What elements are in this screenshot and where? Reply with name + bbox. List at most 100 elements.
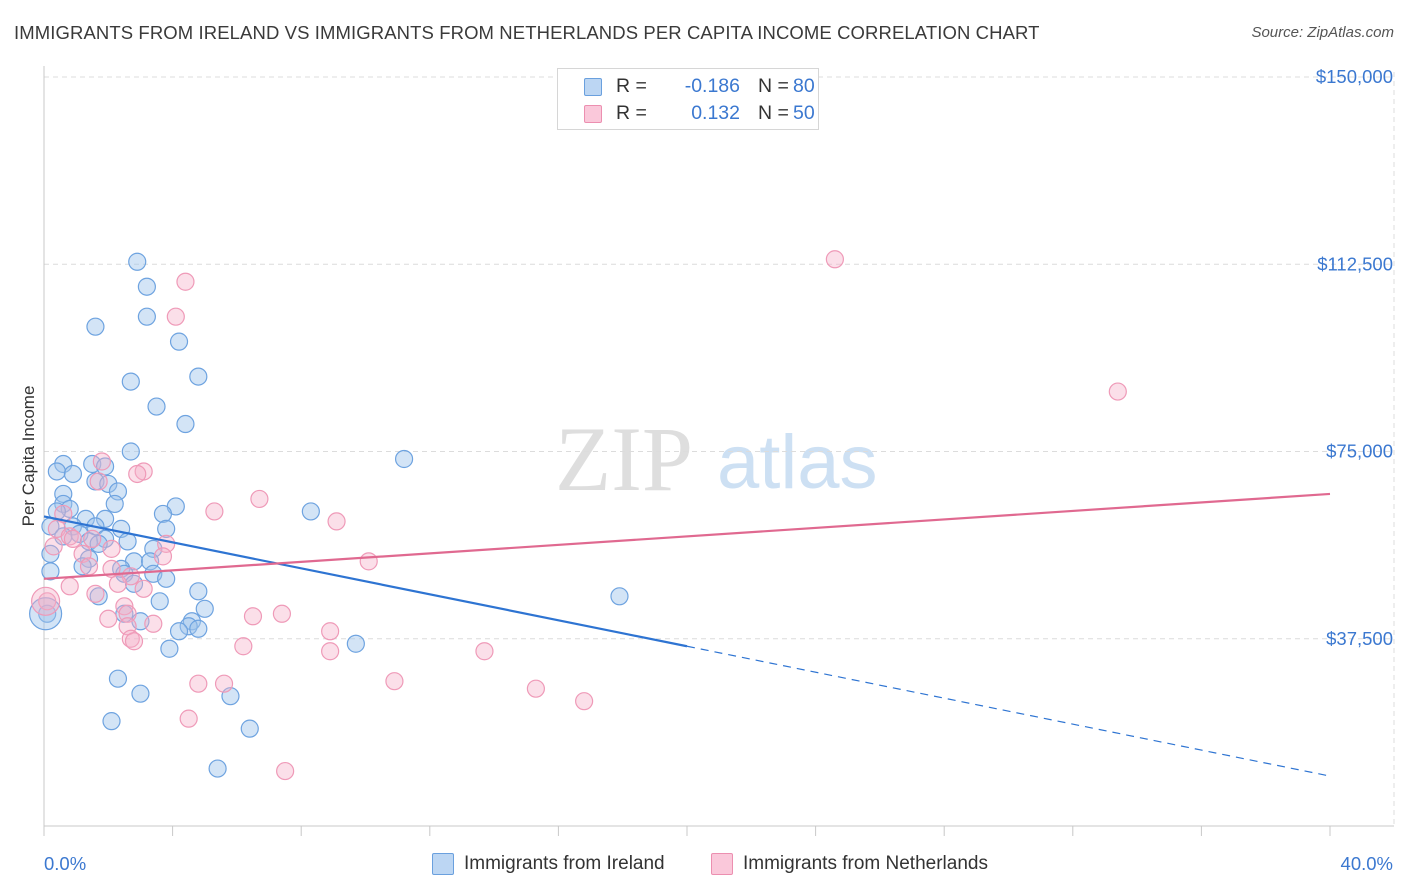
netherlands-point [234,637,253,656]
legend-n-label: N = [758,102,789,124]
ireland-point [160,639,179,658]
netherlands-point [79,557,99,576]
netherlands-point [60,577,79,596]
ireland-point [73,557,92,576]
y-tick-label: $37,500 [1326,628,1393,649]
ireland-point [95,509,115,529]
ireland-point [346,634,365,653]
ireland-point [131,684,150,703]
netherlands-point [92,452,111,471]
grid-lines [44,72,1395,826]
ireland-point [301,502,320,521]
netherlands-point [327,512,346,531]
netherlands-point [60,527,79,546]
legend-swatch-ireland [432,853,454,875]
tick-labels: $37,500 $75,000 $112,500 $150,000 0.0% 40.0% [44,66,1393,874]
ireland-point [54,454,73,474]
ireland-point [41,562,60,581]
netherlands-point [108,574,128,593]
ireland-point [189,367,208,386]
netherlands-point [526,679,545,698]
netherlands-trend-line [43,492,1331,580]
netherlands-point [359,552,378,571]
ireland-point [169,332,189,351]
netherlands-point [250,489,269,509]
ireland-point [137,307,156,326]
legend-label-netherlands: Immigrants from Netherlands [743,853,988,874]
ireland-point [121,442,140,461]
ireland-point [54,484,73,504]
ireland-point [108,669,128,688]
ireland-point [169,622,189,641]
netherlands-point [153,547,173,566]
netherlands-point [44,537,63,556]
netherlands-point [321,622,340,641]
y-tick-label: $75,000 [1326,441,1393,462]
correlation-legend: R = -0.186 N = 80 R = 0.132 N = 50 [557,68,819,130]
netherlands-point [31,586,61,616]
ireland-point [182,612,201,631]
ireland-points [29,252,629,778]
netherlands-point [385,672,404,691]
ireland-trend-extension [686,645,1331,777]
ireland-point [86,317,105,336]
y-tick-label: $150,000 [1316,66,1393,87]
ireland-point [150,592,169,611]
netherlands-point [63,529,83,548]
ireland-point [147,397,166,416]
x-tick-label: 40.0% [1341,853,1393,874]
netherlands-point [243,607,263,626]
netherlands-point [189,674,208,693]
netherlands-point [54,504,73,524]
legend-label-ireland: Immigrants from Ireland [464,853,665,874]
netherlands-point [86,584,105,603]
netherlands-point [205,502,224,521]
ireland-point [29,597,63,631]
legend-n-value: 50 [793,102,815,124]
legend-swatch-netherlands [584,105,602,123]
ireland-point [153,504,173,524]
ireland-point [208,759,227,778]
netherlands-point [575,692,594,711]
legend-n-value: 80 [793,75,815,97]
netherlands-point [118,604,137,623]
netherlands-point [99,609,118,628]
netherlands-point [121,629,140,648]
netherlands-point [176,272,195,291]
legend-swatch-ireland [584,78,602,96]
netherlands-point [102,539,121,558]
netherlands-point [475,642,494,661]
netherlands-point [38,592,57,611]
legend-n-label: N = [758,75,789,97]
ireland-point [47,462,66,481]
legend-r-value: -0.186 [684,75,740,97]
ireland-point [394,449,414,469]
axes [43,66,1394,836]
ireland-point [105,494,124,514]
watermark-atlas: atlas [717,420,878,505]
netherlands-point [134,579,153,598]
netherlands-point [272,604,292,623]
ireland-point [240,719,259,738]
ireland-point [121,372,140,391]
netherlands-point [83,529,102,548]
ireland-point [63,464,83,484]
ireland-point [176,414,195,434]
chart-source: Source: ZipAtlas.com [1251,24,1394,41]
legend-swatch-netherlands [711,853,733,875]
y-tick-label: $112,500 [1317,253,1393,274]
ireland-point [137,277,156,296]
netherlands-point [144,614,163,633]
chart-title: IMMIGRANTS FROM IRELAND VS IMMIGRANTS FR… [14,22,1040,43]
ireland-point [195,599,214,618]
ireland-point [89,587,108,606]
y-axis-title: Per Capita Income [19,386,38,527]
legend-r-label: R = [616,102,647,124]
series-legend: Immigrants from Ireland Immigrants from … [0,852,1406,878]
legend-r-value: 0.132 [691,102,740,124]
netherlands-point [124,632,144,651]
ireland-point [157,519,176,538]
netherlands-point [214,674,234,693]
ireland-point [102,712,121,731]
